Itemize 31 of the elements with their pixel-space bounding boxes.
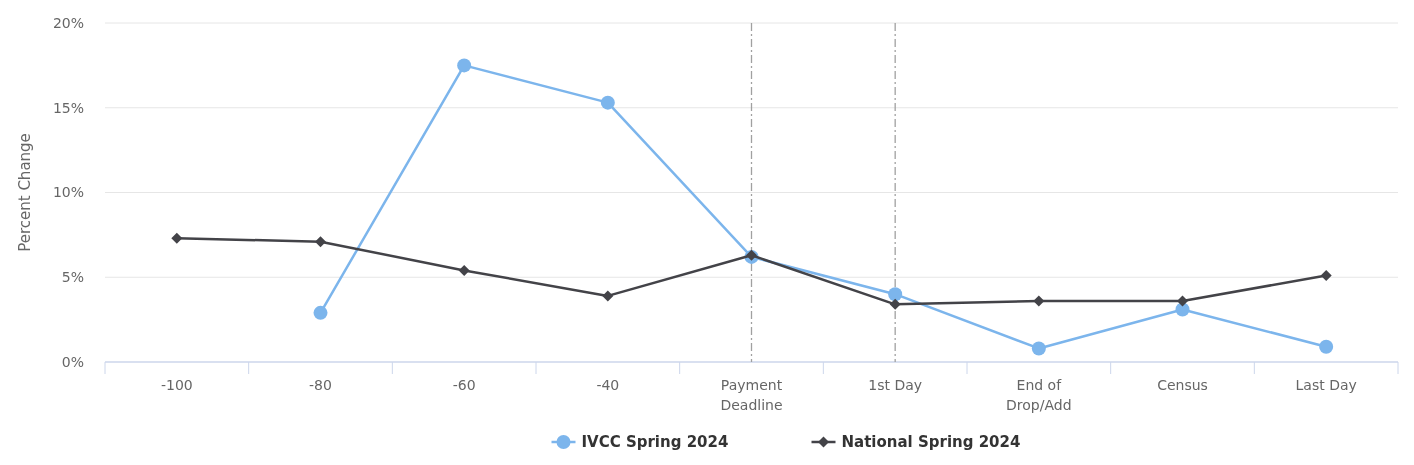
x-tick-label: 1st Day xyxy=(868,377,923,393)
legend-label: National Spring 2024 xyxy=(841,433,1021,452)
point xyxy=(315,236,326,248)
point xyxy=(600,95,615,110)
point xyxy=(602,290,614,302)
x-tick-label: -80 xyxy=(309,377,332,393)
point xyxy=(1177,295,1188,307)
point xyxy=(1033,295,1045,307)
y-tick-label: 20% xyxy=(52,14,84,31)
point xyxy=(1031,341,1046,356)
point xyxy=(171,232,183,244)
legend-label: IVCC Spring 2024 xyxy=(581,433,729,452)
x-tick-label: -100 xyxy=(160,377,193,393)
point xyxy=(458,264,470,276)
y-axis-title: Percent Change xyxy=(16,133,34,252)
y-tick-label: 15% xyxy=(52,99,84,116)
x-tick-label: -60 xyxy=(452,377,476,393)
point xyxy=(1319,339,1334,354)
x-tick-label: Census xyxy=(1157,377,1208,393)
point xyxy=(1320,270,1332,282)
x-tick-label: Last Day xyxy=(1295,377,1357,393)
x-tick-label: End of Drop/Add xyxy=(1006,377,1072,413)
point xyxy=(457,58,472,73)
point xyxy=(889,298,901,310)
y-tick-label: 5% xyxy=(61,269,84,286)
x-tick-label: Payment Deadline xyxy=(720,377,783,413)
y-tick-label: 10% xyxy=(52,184,84,201)
point xyxy=(888,287,903,302)
y-tick-label: 0% xyxy=(61,353,84,370)
x-tick-label: -40 xyxy=(596,377,620,393)
point xyxy=(313,305,328,320)
